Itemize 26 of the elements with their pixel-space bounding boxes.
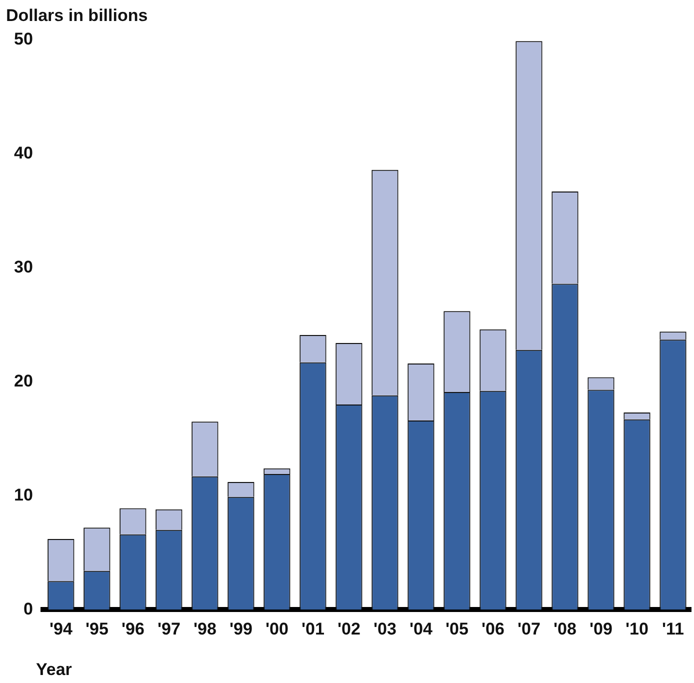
x-axis-title: Year [36, 660, 72, 680]
x-tick-label: '07 [517, 619, 540, 638]
x-tick-label: '09 [590, 619, 612, 638]
y-tick-label: 20 [14, 371, 33, 390]
x-tick-label: '97 [157, 619, 180, 638]
x-tick-label: '04 [409, 619, 433, 638]
x-tick-label: '99 [229, 619, 252, 638]
x-tick-label: '00 [265, 619, 288, 638]
y-tick-label: 10 [14, 485, 33, 504]
x-tick-label: '10 [626, 619, 648, 638]
x-tick-label: '05 [445, 619, 468, 638]
y-tick-label: 0 [23, 599, 33, 618]
y-axis-title: Dollars in billions [6, 6, 148, 26]
x-tick-label: '03 [373, 619, 396, 638]
x-tick-label: '02 [337, 619, 360, 638]
x-tick-label: '01 [301, 619, 324, 638]
x-tick-label: '08 [554, 619, 576, 638]
x-tick-label: '11 [662, 619, 684, 638]
x-tick-label: '94 [49, 619, 73, 638]
x-tick-label: '98 [193, 619, 216, 638]
x-tick-label: '95 [85, 619, 108, 638]
y-tick-label: 30 [14, 258, 33, 277]
x-tick-label: '06 [481, 619, 504, 638]
y-tick-label: 50 [14, 30, 33, 49]
x-tick-label: '96 [121, 619, 144, 638]
y-tick-label: 40 [14, 144, 33, 163]
